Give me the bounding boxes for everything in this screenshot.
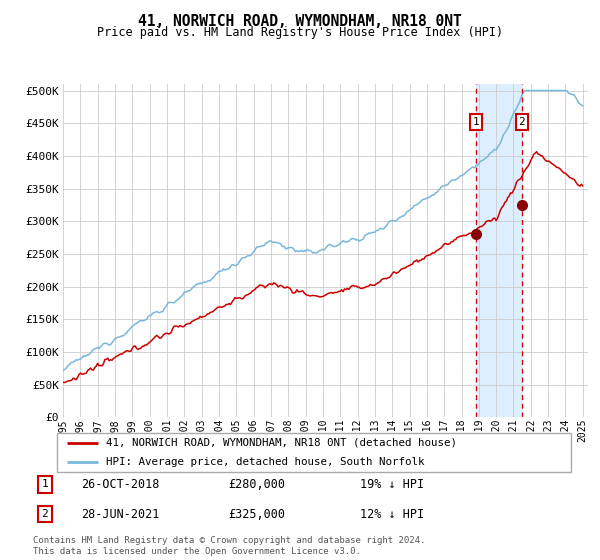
- Text: 2: 2: [518, 117, 526, 127]
- Bar: [476, 84, 522, 417]
- FancyBboxPatch shape: [56, 433, 571, 472]
- Text: 19% ↓ HPI: 19% ↓ HPI: [360, 478, 424, 491]
- Text: Price paid vs. HM Land Registry's House Price Index (HPI): Price paid vs. HM Land Registry's House …: [97, 26, 503, 39]
- Text: 41, NORWICH ROAD, WYMONDHAM, NR18 0NT: 41, NORWICH ROAD, WYMONDHAM, NR18 0NT: [138, 14, 462, 29]
- Text: 26-OCT-2018: 26-OCT-2018: [81, 478, 160, 491]
- Text: 2: 2: [41, 509, 49, 519]
- Text: 1: 1: [472, 117, 479, 127]
- Text: 12% ↓ HPI: 12% ↓ HPI: [360, 507, 424, 521]
- Text: 1: 1: [41, 479, 49, 489]
- Text: 41, NORWICH ROAD, WYMONDHAM, NR18 0NT (detached house): 41, NORWICH ROAD, WYMONDHAM, NR18 0NT (d…: [106, 437, 457, 447]
- Text: £280,000: £280,000: [228, 478, 285, 491]
- Text: £325,000: £325,000: [228, 507, 285, 521]
- Text: Contains HM Land Registry data © Crown copyright and database right 2024.
This d: Contains HM Land Registry data © Crown c…: [33, 536, 425, 556]
- Text: 28-JUN-2021: 28-JUN-2021: [81, 507, 160, 521]
- Text: HPI: Average price, detached house, South Norfolk: HPI: Average price, detached house, Sout…: [106, 457, 425, 467]
